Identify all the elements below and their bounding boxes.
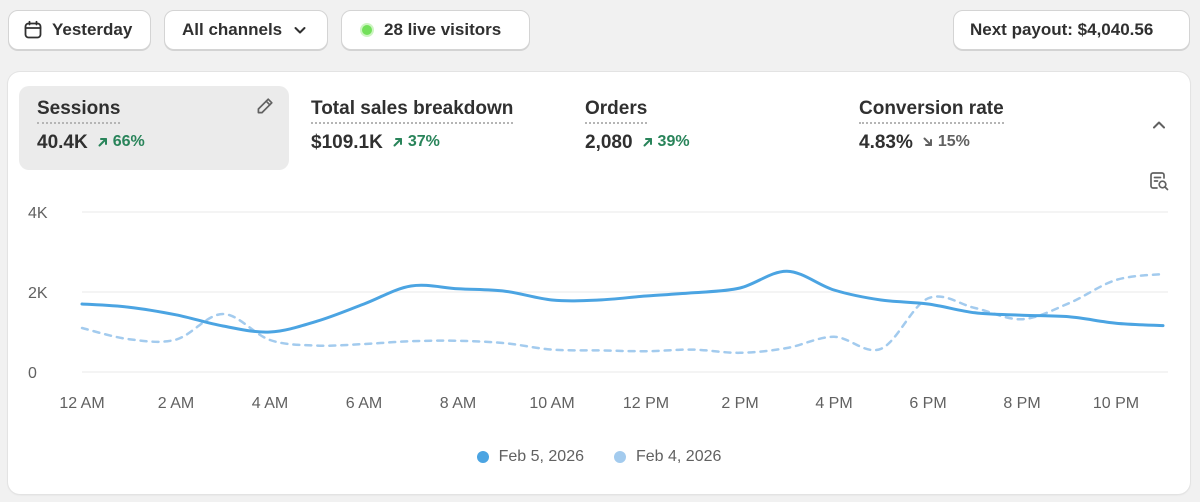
metric-change: 15% [922, 133, 970, 151]
live-visitors-button[interactable]: 28 live visitors [341, 10, 530, 50]
y-tick-label: 0 [28, 365, 37, 382]
arrow-up-right-icon [643, 138, 652, 147]
x-tick-label: 6 PM [909, 395, 946, 412]
x-tick-label: 12 PM [623, 395, 669, 412]
x-tick-label: 4 PM [815, 395, 852, 412]
live-visitors-label: 28 live visitors [384, 20, 502, 39]
metric-change-value: 15% [937, 133, 970, 150]
metric-total-sales[interactable]: Total sales breakdown $109.1K 37% [293, 86, 563, 170]
chart-legend: Feb 5, 2026 Feb 4, 2026 [8, 448, 1190, 466]
next-payout-label: Next payout: $4,040.56 [970, 20, 1154, 39]
analytics-card: Sessions 40.4K 66% Total sales breakdown… [8, 72, 1190, 494]
next-payout-button[interactable]: Next payout: $4,040.56 [953, 10, 1190, 50]
date-range-button[interactable]: Yesterday [8, 10, 151, 50]
metric-change: 39% [642, 133, 690, 151]
arrow-up-right-icon [393, 138, 402, 147]
metric-conversion-rate[interactable]: Conversion rate 4.83% 15% [841, 86, 1111, 170]
metric-change: 66% [97, 133, 145, 151]
calendar-icon [23, 20, 43, 40]
arrow-up-right-icon [98, 138, 107, 147]
x-tick-label: 8 PM [1003, 395, 1040, 412]
chevron-down-icon [292, 22, 308, 38]
metric-label: Sessions [37, 98, 121, 124]
legend-label: Feb 4, 2026 [636, 448, 722, 465]
legend-label: Feb 5, 2026 [498, 448, 584, 465]
metric-value: 40.4K [37, 132, 88, 153]
channel-select[interactable]: All channels [164, 10, 328, 50]
live-status-dot [360, 23, 374, 37]
date-range-label: Yesterday [52, 20, 133, 39]
x-tick-label: 10 PM [1093, 395, 1139, 412]
x-tick-label: 12 AM [59, 395, 104, 412]
metric-value: $109.1K [311, 132, 383, 153]
legend-item-previous[interactable]: Feb 4, 2026 [614, 448, 721, 466]
metric-orders[interactable]: Orders 2,080 39% [567, 86, 837, 170]
chevron-up-icon[interactable] [1150, 116, 1168, 139]
metric-value: 2,080 [585, 132, 633, 153]
chart-inspect-icon[interactable] [1148, 170, 1170, 197]
channel-select-label: All channels [182, 20, 283, 39]
metric-change-value: 39% [657, 133, 690, 150]
x-tick-label: 4 AM [252, 395, 288, 412]
y-tick-label: 4K [28, 205, 48, 222]
legend-item-current[interactable]: Feb 5, 2026 [476, 448, 584, 466]
metric-sessions[interactable]: Sessions 40.4K 66% [19, 86, 289, 170]
metric-change-value: 37% [407, 133, 440, 150]
x-tick-label: 2 PM [721, 395, 758, 412]
metric-change-value: 66% [112, 133, 145, 150]
metric-label: Conversion rate [859, 98, 1004, 124]
x-tick-label: 10 AM [529, 395, 574, 412]
series-line-previous [80, 272, 1165, 355]
sessions-chart: 4K 2K 0 12 AM 2 AM 4 AM 6 AM 8 AM 10 AM 12 PM 2 P… [28, 205, 1168, 412]
metric-value: 4.83% [859, 132, 913, 153]
arrow-down-right-icon [923, 137, 932, 146]
metric-change: 37% [392, 133, 440, 151]
x-tick-label: 2 AM [158, 395, 194, 412]
pencil-icon[interactable] [255, 96, 275, 121]
series-line-current [80, 269, 1165, 334]
legend-dot-previous [614, 451, 626, 463]
x-tick-label: 8 AM [440, 395, 476, 412]
y-tick-label: 2K [28, 285, 48, 302]
metric-label: Total sales breakdown [311, 98, 514, 124]
metric-label: Orders [585, 98, 648, 124]
legend-dot-current [476, 451, 489, 463]
x-tick-label: 6 AM [346, 395, 382, 412]
